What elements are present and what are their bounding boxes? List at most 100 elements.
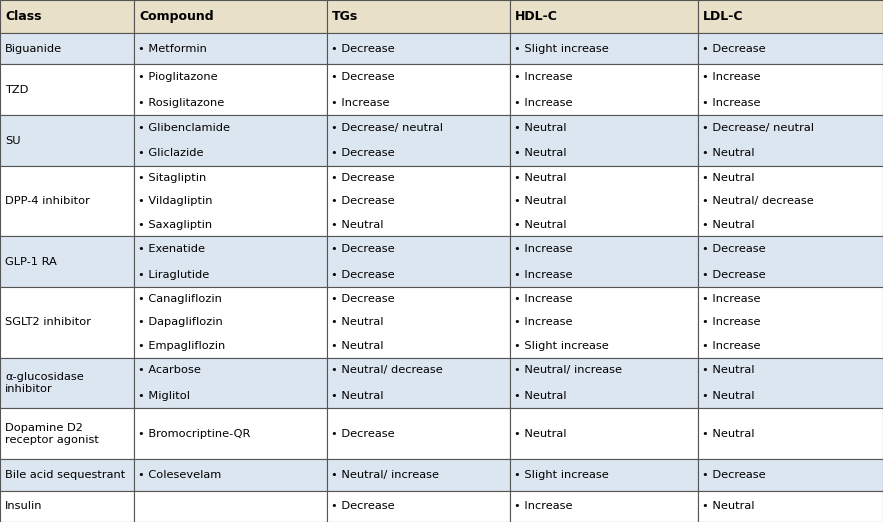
Bar: [698, 409, 883, 459]
Text: • Pioglitazone: • Pioglitazone: [139, 72, 218, 82]
Text: • Neutral/ increase: • Neutral/ increase: [331, 470, 439, 480]
Text: TZD: TZD: [5, 85, 28, 95]
Text: α-glucosidase
inhibitor: α-glucosidase inhibitor: [5, 372, 84, 394]
Bar: [510, 491, 698, 522]
Text: • Neutral/ increase: • Neutral/ increase: [515, 365, 623, 375]
Text: • Neutral: • Neutral: [515, 220, 567, 230]
Text: • Increase: • Increase: [702, 341, 760, 351]
Bar: [134, 64, 327, 115]
Text: HDL-C: HDL-C: [516, 10, 558, 23]
Text: • Neutral/ decrease: • Neutral/ decrease: [702, 196, 813, 206]
Text: • Neutral: • Neutral: [702, 173, 754, 183]
Bar: [510, 33, 698, 64]
Bar: [510, 64, 698, 115]
Bar: [134, 491, 327, 522]
Text: • Increase: • Increase: [702, 72, 760, 82]
Text: DPP-4 inhibitor: DPP-4 inhibitor: [5, 196, 90, 206]
Bar: [327, 358, 510, 409]
Bar: [698, 115, 883, 166]
Text: Dopamine D2
receptor agonist: Dopamine D2 receptor agonist: [5, 423, 99, 445]
Text: • Saxagliptin: • Saxagliptin: [139, 220, 212, 230]
Bar: [327, 287, 510, 358]
Text: • Decrease: • Decrease: [702, 44, 766, 54]
Bar: [698, 166, 883, 236]
Text: • Rosiglitazone: • Rosiglitazone: [139, 98, 224, 108]
Text: Insulin: Insulin: [5, 501, 42, 512]
Bar: [327, 491, 510, 522]
Bar: [134, 33, 327, 64]
Text: Compound: Compound: [140, 10, 214, 23]
Text: • Neutral: • Neutral: [515, 123, 567, 133]
Text: • Neutral/ decrease: • Neutral/ decrease: [331, 365, 442, 375]
Bar: [0, 358, 134, 409]
Bar: [134, 287, 327, 358]
Bar: [698, 358, 883, 409]
Text: • Glibenclamide: • Glibenclamide: [139, 123, 230, 133]
Text: GLP-1 RA: GLP-1 RA: [5, 257, 57, 267]
Bar: [134, 0, 327, 33]
Text: TGs: TGs: [332, 10, 358, 23]
Bar: [327, 64, 510, 115]
Bar: [134, 459, 327, 491]
Bar: [698, 236, 883, 287]
Text: • Neutral: • Neutral: [702, 429, 754, 439]
Bar: [510, 459, 698, 491]
Text: • Decrease: • Decrease: [702, 269, 766, 280]
Bar: [134, 409, 327, 459]
Bar: [698, 287, 883, 358]
Text: • Neutral: • Neutral: [515, 429, 567, 439]
Text: • Increase: • Increase: [515, 294, 573, 304]
Bar: [0, 459, 134, 491]
Bar: [0, 166, 134, 236]
Text: • Empagliflozin: • Empagliflozin: [139, 341, 225, 351]
Text: • Neutral: • Neutral: [702, 365, 754, 375]
Text: • Increase: • Increase: [515, 501, 573, 512]
Bar: [134, 115, 327, 166]
Text: • Decrease: • Decrease: [331, 72, 395, 82]
Text: • Metformin: • Metformin: [139, 44, 208, 54]
Text: • Neutral: • Neutral: [515, 173, 567, 183]
Text: • Decrease: • Decrease: [331, 148, 395, 158]
Text: • Neutral: • Neutral: [515, 148, 567, 158]
Text: • Increase: • Increase: [702, 98, 760, 108]
Bar: [0, 64, 134, 115]
Bar: [510, 409, 698, 459]
Bar: [698, 64, 883, 115]
Bar: [134, 358, 327, 409]
Bar: [0, 287, 134, 358]
Text: • Sitagliptin: • Sitagliptin: [139, 173, 207, 183]
Text: • Increase: • Increase: [702, 294, 760, 304]
Bar: [327, 0, 510, 33]
Text: SGLT2 inhibitor: SGLT2 inhibitor: [5, 317, 91, 327]
Text: • Increase: • Increase: [515, 72, 573, 82]
Bar: [134, 166, 327, 236]
Text: • Neutral: • Neutral: [331, 317, 383, 327]
Bar: [327, 166, 510, 236]
Text: • Decrease: • Decrease: [331, 294, 395, 304]
Text: • Vildagliptin: • Vildagliptin: [139, 196, 213, 206]
Text: • Slight increase: • Slight increase: [515, 44, 609, 54]
Text: • Decrease: • Decrease: [331, 44, 395, 54]
Text: • Gliclazide: • Gliclazide: [139, 148, 204, 158]
Text: • Increase: • Increase: [515, 317, 573, 327]
Text: • Decrease: • Decrease: [331, 429, 395, 439]
Bar: [327, 409, 510, 459]
Bar: [327, 459, 510, 491]
Text: • Acarbose: • Acarbose: [139, 365, 201, 375]
Text: • Neutral: • Neutral: [702, 501, 754, 512]
Text: Bile acid sequestrant: Bile acid sequestrant: [5, 470, 125, 480]
Bar: [0, 33, 134, 64]
Text: • Increase: • Increase: [331, 98, 389, 108]
Bar: [510, 236, 698, 287]
Text: • Neutral: • Neutral: [331, 391, 383, 401]
Text: • Miglitol: • Miglitol: [139, 391, 190, 401]
Bar: [327, 236, 510, 287]
Bar: [0, 409, 134, 459]
Text: • Increase: • Increase: [515, 98, 573, 108]
Text: • Dapagliflozin: • Dapagliflozin: [139, 317, 223, 327]
Bar: [698, 33, 883, 64]
Text: • Slight increase: • Slight increase: [515, 341, 609, 351]
Text: Class: Class: [5, 10, 42, 23]
Bar: [134, 236, 327, 287]
Text: • Decrease: • Decrease: [331, 269, 395, 280]
